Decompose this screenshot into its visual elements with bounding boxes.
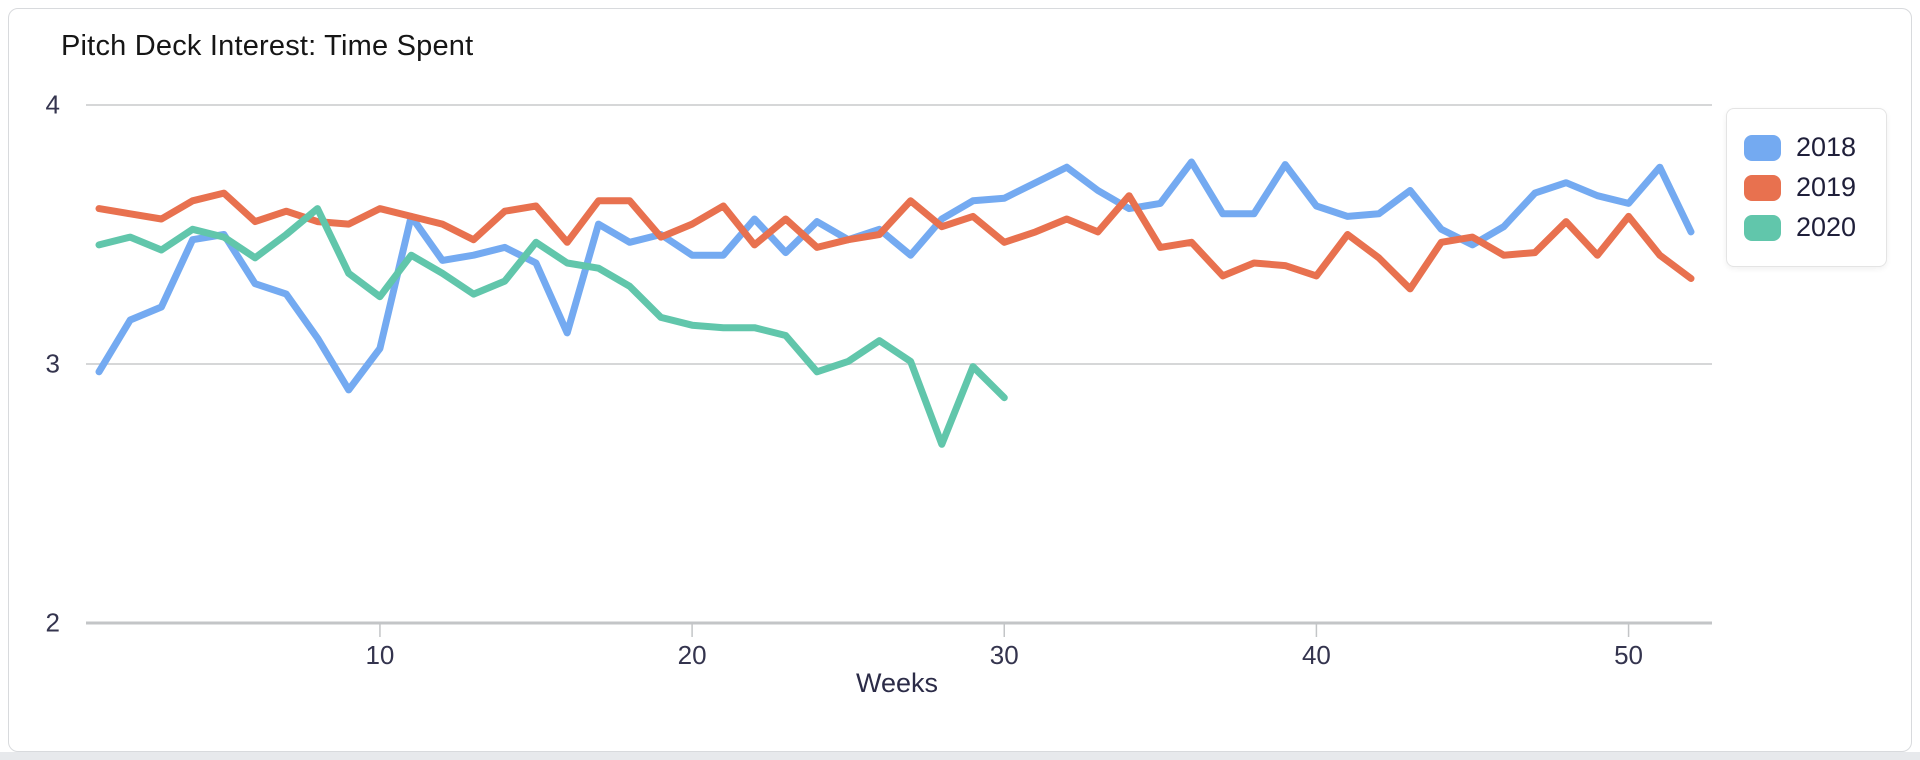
chart-legend: 2018 2019 2020 — [1726, 108, 1887, 267]
x-tick-label: 10 — [365, 640, 395, 670]
page-background-strip — [0, 752, 1920, 760]
legend-item-2020[interactable]: 2020 — [1727, 212, 1886, 243]
x-tick-label: 40 — [1301, 640, 1331, 670]
legend-label: 2020 — [1796, 212, 1857, 242]
x-tick-label: 30 — [989, 640, 1019, 670]
y-tick-label: 2 — [45, 607, 60, 638]
chart-title: Pitch Deck Interest: Time Spent — [61, 30, 474, 62]
x-tick-label: 20 — [677, 640, 707, 670]
x-tick-label: 50 — [1614, 640, 1644, 670]
legend-label: 2019 — [1796, 172, 1857, 202]
legend-swatch-2018 — [1744, 134, 1781, 161]
legend-item-2018[interactable]: 2018 — [1727, 132, 1886, 163]
legend-swatch-2019 — [1744, 174, 1781, 201]
legend-swatch-2020 — [1744, 214, 1781, 241]
legend-label: 2018 — [1796, 132, 1857, 162]
y-tick-label: 3 — [45, 348, 60, 379]
x-axis-title: Weeks — [855, 668, 939, 698]
y-tick-label: 4 — [45, 89, 60, 120]
legend-item-2019[interactable]: 2019 — [1727, 172, 1886, 203]
